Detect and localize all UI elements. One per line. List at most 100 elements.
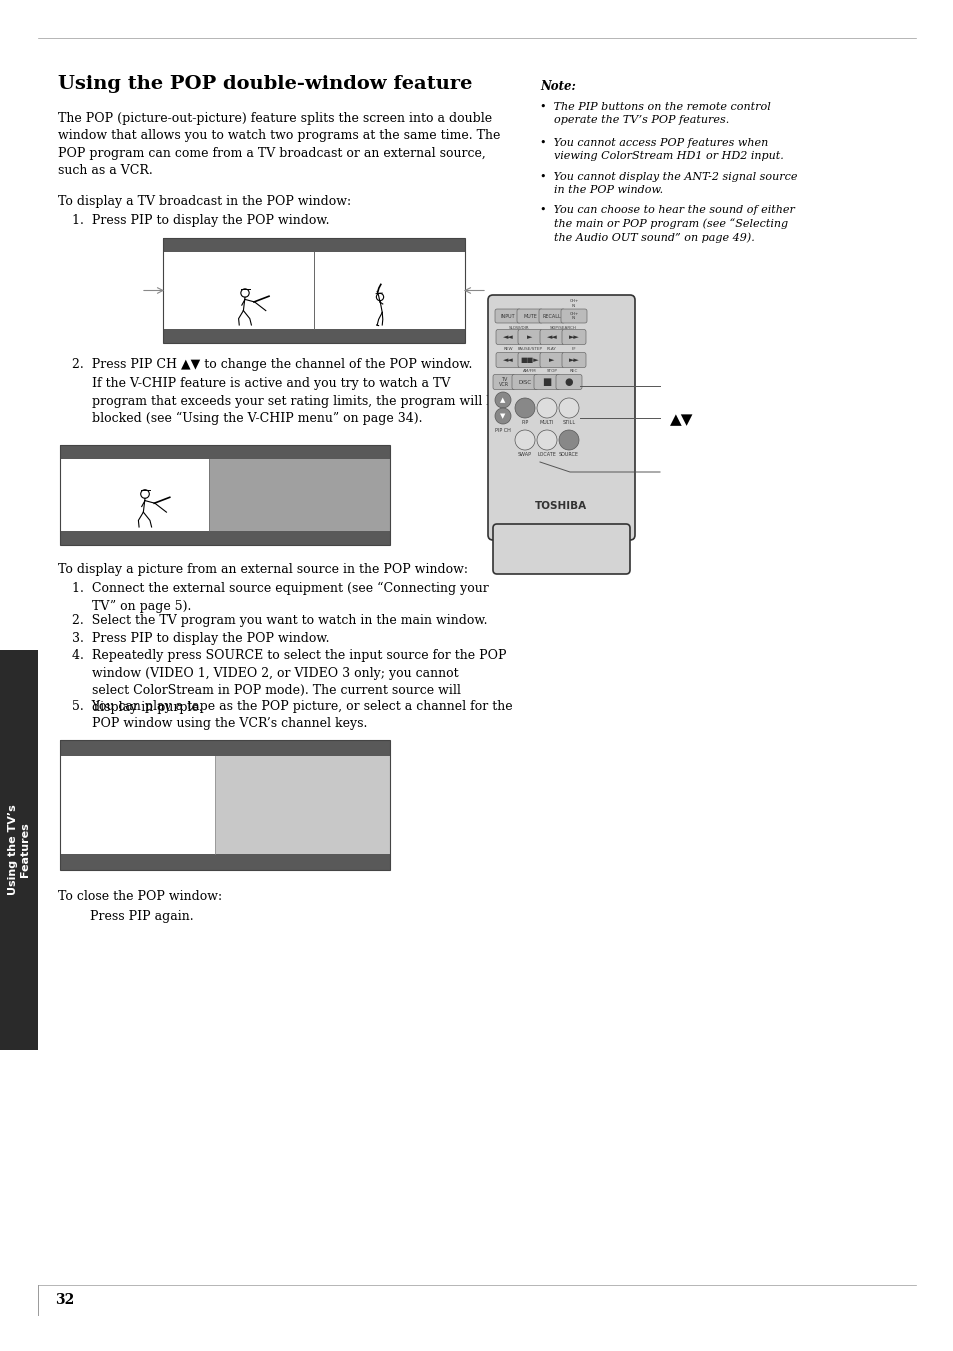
Text: STOP: STOP bbox=[546, 369, 557, 373]
Text: SLOW/DIR: SLOW/DIR bbox=[508, 326, 529, 330]
Text: If the V-CHIP feature is active and you try to watch a TV
     program that exce: If the V-CHIP feature is active and you … bbox=[71, 377, 501, 426]
FancyBboxPatch shape bbox=[496, 353, 519, 367]
Text: 32: 32 bbox=[55, 1293, 74, 1306]
Text: PIP: PIP bbox=[521, 420, 528, 426]
Text: •  The PIP buttons on the remote control
    operate the TV’s POP features.: • The PIP buttons on the remote control … bbox=[539, 101, 770, 126]
Bar bbox=[60, 444, 390, 544]
Bar bbox=[163, 238, 464, 343]
Bar bbox=[214, 757, 390, 854]
Text: MUTE: MUTE bbox=[522, 313, 537, 319]
Text: Using the TV’s
Features: Using the TV’s Features bbox=[9, 805, 30, 896]
Circle shape bbox=[558, 430, 578, 450]
Text: TOSHIBA: TOSHIBA bbox=[535, 501, 586, 511]
Bar bbox=[0, 650, 38, 1050]
Text: ◄◄: ◄◄ bbox=[546, 334, 557, 340]
FancyBboxPatch shape bbox=[512, 374, 537, 389]
Circle shape bbox=[515, 430, 535, 450]
Text: ►: ► bbox=[527, 334, 532, 340]
Circle shape bbox=[495, 392, 511, 408]
Bar bbox=[163, 330, 464, 343]
Bar bbox=[163, 253, 464, 330]
Text: ▲▼: ▲▼ bbox=[669, 412, 693, 427]
FancyBboxPatch shape bbox=[539, 330, 563, 345]
Text: To close the POP window:: To close the POP window: bbox=[58, 890, 222, 902]
FancyBboxPatch shape bbox=[561, 353, 585, 367]
Text: INPUT: INPUT bbox=[500, 313, 515, 319]
Bar bbox=[209, 459, 390, 531]
Text: Using the POP double-window feature: Using the POP double-window feature bbox=[58, 76, 472, 93]
FancyBboxPatch shape bbox=[517, 309, 542, 323]
Text: ►►: ►► bbox=[568, 334, 578, 340]
Text: ►: ► bbox=[549, 357, 554, 363]
FancyBboxPatch shape bbox=[493, 524, 629, 574]
Text: 3.  Press PIP to display the POP window.: 3. Press PIP to display the POP window. bbox=[71, 632, 329, 644]
FancyBboxPatch shape bbox=[560, 309, 586, 323]
Text: REC: REC bbox=[569, 369, 578, 373]
Text: STILL: STILL bbox=[562, 420, 575, 426]
FancyBboxPatch shape bbox=[488, 295, 635, 540]
Text: AM/FM: AM/FM bbox=[522, 369, 537, 373]
Text: ▲: ▲ bbox=[499, 397, 505, 403]
Text: PIP CH: PIP CH bbox=[495, 428, 511, 434]
Text: Note:: Note: bbox=[539, 80, 576, 93]
Circle shape bbox=[495, 408, 511, 424]
Text: RECALL: RECALL bbox=[542, 313, 560, 319]
Bar bbox=[163, 238, 464, 253]
Text: MULTI: MULTI bbox=[539, 420, 554, 426]
FancyBboxPatch shape bbox=[538, 309, 564, 323]
FancyBboxPatch shape bbox=[556, 374, 581, 389]
Text: •  You cannot access POP features when
    viewing ColorStream HD1 or HD2 input.: • You cannot access POP features when vi… bbox=[539, 138, 783, 161]
Text: SWAP: SWAP bbox=[517, 453, 532, 457]
FancyBboxPatch shape bbox=[493, 374, 515, 389]
FancyBboxPatch shape bbox=[534, 374, 559, 389]
Text: ■■►: ■■► bbox=[520, 357, 538, 363]
FancyBboxPatch shape bbox=[495, 309, 520, 323]
Text: SOURCE: SOURCE bbox=[558, 453, 578, 457]
Text: 2.  Select the TV program you want to watch in the main window.: 2. Select the TV program you want to wat… bbox=[71, 613, 487, 627]
Bar bbox=[60, 531, 390, 544]
Text: To display a TV broadcast in the POP window:: To display a TV broadcast in the POP win… bbox=[58, 195, 351, 208]
FancyBboxPatch shape bbox=[517, 330, 541, 345]
Text: The POP (picture-out-picture) feature splits the screen into a double
window tha: The POP (picture-out-picture) feature sp… bbox=[58, 112, 500, 177]
Text: 1.  Connect the external source equipment (see “Connecting your
     TV” on page: 1. Connect the external source equipment… bbox=[71, 582, 488, 613]
FancyBboxPatch shape bbox=[496, 330, 519, 345]
Text: PLAY: PLAY bbox=[546, 347, 557, 351]
Text: 4.  Repeatedly press SOURCE to select the input source for the POP
     window (: 4. Repeatedly press SOURCE to select the… bbox=[71, 648, 506, 715]
FancyBboxPatch shape bbox=[517, 353, 541, 367]
Bar bbox=[60, 854, 390, 870]
Text: ◄◄: ◄◄ bbox=[502, 357, 513, 363]
Text: ■: ■ bbox=[542, 377, 551, 386]
FancyBboxPatch shape bbox=[539, 353, 563, 367]
Circle shape bbox=[537, 399, 557, 417]
Bar bbox=[60, 459, 209, 531]
Text: DISC: DISC bbox=[517, 380, 531, 385]
Text: 5.  You can play a tape as the POP picture, or select a channel for the
     POP: 5. You can play a tape as the POP pictur… bbox=[71, 700, 512, 731]
Circle shape bbox=[515, 399, 535, 417]
Text: TV
VCR: TV VCR bbox=[498, 377, 509, 388]
Bar bbox=[60, 444, 390, 459]
Bar bbox=[60, 757, 214, 854]
Text: PAUSE/STEP: PAUSE/STEP bbox=[517, 347, 542, 351]
Text: SKIP/SEARCH: SKIP/SEARCH bbox=[549, 326, 576, 330]
Text: ●: ● bbox=[564, 377, 573, 386]
Text: •  You cannot display the ANT-2 signal source
    in the POP window.: • You cannot display the ANT-2 signal so… bbox=[539, 172, 797, 195]
Text: Press PIP again.: Press PIP again. bbox=[90, 911, 193, 923]
Text: ◄◄: ◄◄ bbox=[502, 334, 513, 340]
Bar bbox=[60, 740, 390, 757]
Text: CH+
IN: CH+ IN bbox=[569, 312, 578, 320]
Bar bbox=[60, 740, 390, 870]
Text: •  You can choose to hear the sound of either
    the main or POP program (see “: • You can choose to hear the sound of ei… bbox=[539, 205, 794, 243]
Text: ►►: ►► bbox=[568, 357, 578, 363]
Text: CH+
IN: CH+ IN bbox=[569, 300, 578, 308]
Circle shape bbox=[537, 430, 557, 450]
Bar bbox=[497, 526, 625, 536]
Text: ▼: ▼ bbox=[499, 413, 505, 419]
Text: 2.  Press PIP CH ▲▼ to change the channel of the POP window.: 2. Press PIP CH ▲▼ to change the channel… bbox=[71, 358, 472, 372]
FancyBboxPatch shape bbox=[561, 330, 585, 345]
Text: FF: FF bbox=[571, 347, 576, 351]
Text: 1.  Press PIP to display the POP window.: 1. Press PIP to display the POP window. bbox=[71, 213, 329, 227]
Text: To display a picture from an external source in the POP window:: To display a picture from an external so… bbox=[58, 563, 468, 576]
Text: LOCATE: LOCATE bbox=[537, 453, 556, 457]
Circle shape bbox=[558, 399, 578, 417]
Text: REW: REW bbox=[502, 347, 513, 351]
